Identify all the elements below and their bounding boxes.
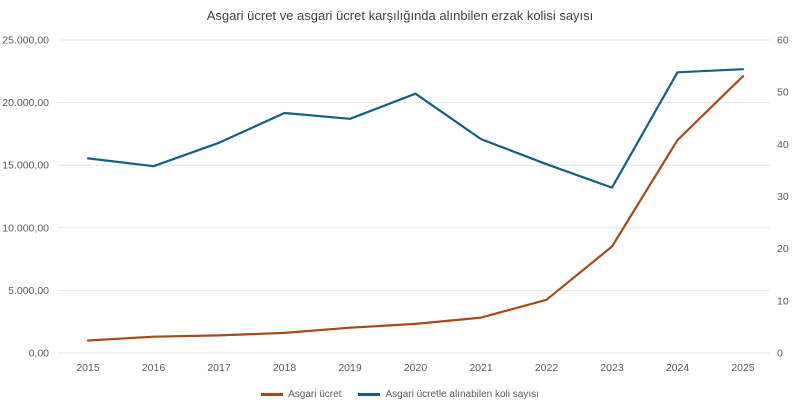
left-axis-tick-label: 5.000,00 — [8, 285, 49, 297]
right-axis-tick-label: 60 — [777, 35, 789, 47]
series-line-asgari-ucret — [86, 75, 745, 342]
x-axis-tick-label: 2024 — [666, 362, 690, 374]
x-axis-tick-label: 2019 — [338, 362, 362, 374]
x-axis-tick-label: 2017 — [207, 362, 231, 374]
right-axis-tick-label: 10 — [777, 295, 789, 307]
legend-item-koli-sayisi: Asgari ücretle alınabilen koli sayısı — [358, 388, 539, 400]
x-axis-tick-label: 2023 — [600, 362, 624, 374]
x-axis-tick-label: 2025 — [731, 362, 755, 374]
legend-line-swatch-asgari-ucret — [261, 392, 284, 396]
x-axis-tick-label: 2016 — [142, 362, 166, 374]
x-axis-tick-label: 2018 — [273, 362, 297, 374]
chart-legend: Asgari ücret Asgari ücretle alınabilen k… — [0, 386, 800, 402]
legend-label-asgari-ucret: Asgari ücret — [288, 388, 342, 400]
series-line-koli-sayisi — [86, 68, 745, 189]
left-axis-tick-label: 15.000,00 — [2, 160, 49, 172]
legend-line-swatch-koli-sayisi — [358, 392, 381, 396]
x-axis-tick-label: 2021 — [469, 362, 493, 374]
right-axis-tick-label: 50 — [777, 87, 789, 99]
right-axis-tick-label: 20 — [777, 243, 789, 255]
left-axis-tick-label: 25.000,00 — [2, 35, 49, 47]
x-axis-tick-label: 2015 — [76, 362, 100, 374]
plot-area: 0,00 5.000,00 10.000,00 15.000,00 20.000,00 2… — [2, 35, 789, 375]
right-axis-tick-label: 40 — [777, 139, 789, 151]
chart-title: Asgari ücret ve asgari ücret karşılığınd… — [206, 8, 594, 23]
legend-item-asgari-ucret: Asgari ücret — [261, 389, 341, 400]
x-axis-tick-label: 2020 — [404, 362, 428, 374]
left-axis-tick-label: 0,00 — [29, 348, 50, 360]
right-axis-tick-label: 0 — [777, 348, 783, 360]
legend-label-koli-sayisi: Asgari ücretle alınabilen koli sayısı — [385, 388, 539, 400]
left-axis-tick-label: 20.000,00 — [2, 97, 49, 109]
x-axis-tick-label: 2022 — [535, 362, 559, 374]
left-axis-tick-label: 10.000,00 — [2, 222, 49, 234]
right-axis-tick-label: 30 — [777, 191, 789, 203]
